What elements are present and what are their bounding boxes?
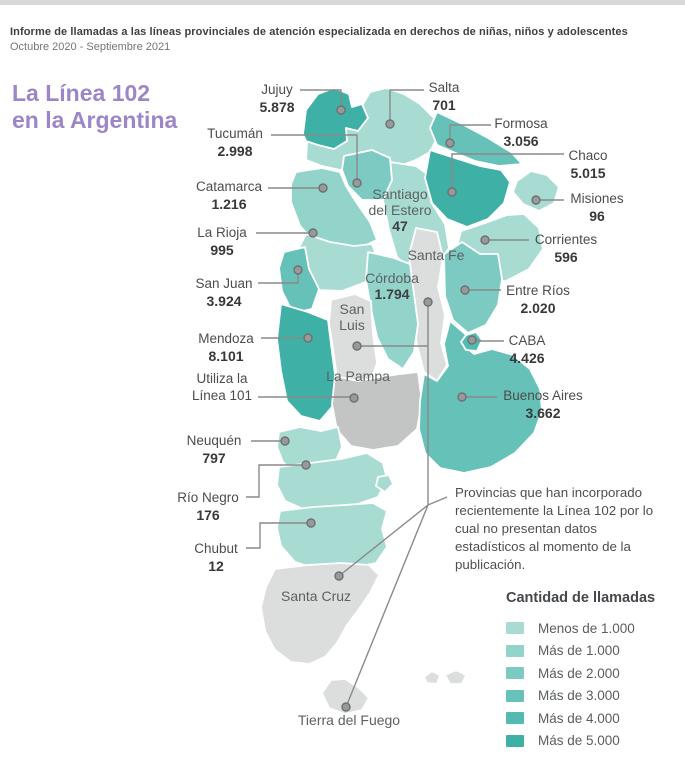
region-misiones bbox=[512, 170, 560, 212]
legend-item-lt1000: Menos de 1.000 bbox=[506, 617, 655, 640]
dot-chaco bbox=[447, 187, 457, 197]
dot-jujuy bbox=[336, 105, 346, 115]
leader-note-tierra-del-fuego bbox=[345, 504, 429, 708]
legend-label-gt4000: Más de 4.000 bbox=[538, 710, 620, 726]
top-strip bbox=[0, 0, 685, 5]
legend-title: Cantidad de llamadas bbox=[506, 590, 656, 606]
dot-chubut bbox=[306, 518, 316, 528]
report-title: Informe de llamadas a las líneas provinc… bbox=[10, 26, 628, 38]
dot-mendoza bbox=[303, 333, 313, 343]
region-la-pampa bbox=[331, 371, 423, 451]
leader-chubut bbox=[246, 522, 311, 549]
legend-item-gt2000: Más de 2.000 bbox=[506, 662, 655, 685]
dot-buenos-aires bbox=[457, 392, 467, 402]
legend: Cantidad de llamadas Menos de 1.000 Más d… bbox=[506, 590, 655, 752]
leader-note-santa-cruz bbox=[338, 504, 429, 577]
dot-caba bbox=[467, 335, 477, 345]
dot-note-santa-cruz bbox=[334, 571, 344, 581]
region-santa-cruz bbox=[260, 562, 380, 665]
region-chaco bbox=[424, 149, 511, 228]
leader-dots bbox=[280, 105, 541, 712]
dot-misiones bbox=[531, 195, 541, 205]
region-san-juan bbox=[278, 246, 320, 314]
legend-swatch-gt5000 bbox=[506, 734, 524, 747]
legend-label-gt3000: Más de 3.000 bbox=[538, 688, 620, 704]
region-mendoza bbox=[276, 303, 337, 422]
legend-swatch-gt4000 bbox=[506, 712, 524, 725]
dot-rio-negro bbox=[301, 460, 311, 470]
dot-note-main bbox=[423, 297, 433, 307]
dot-neuquen bbox=[280, 436, 290, 446]
region-chubut bbox=[276, 474, 394, 570]
dot-san-juan bbox=[293, 265, 303, 275]
legend-label-gt5000: Más de 5.000 bbox=[538, 733, 620, 749]
legend-swatch-gt3000 bbox=[506, 689, 524, 702]
leader-tucuman bbox=[271, 134, 358, 183]
region-san-luis bbox=[328, 293, 378, 388]
region-jujuy bbox=[302, 87, 369, 150]
dot-note-tierra-del-fuego bbox=[341, 702, 351, 712]
dot-formosa bbox=[445, 138, 455, 148]
legend-label-gt2000: Más de 2.000 bbox=[538, 665, 620, 681]
region-tucuman bbox=[341, 149, 393, 201]
legend-swatch-lt1000 bbox=[506, 622, 524, 635]
dot-san-luis bbox=[352, 341, 362, 351]
legend-item-gt1000: Más de 1.000 bbox=[506, 640, 655, 663]
page-title: La Línea 102 en la Argentina bbox=[12, 80, 177, 134]
legend-item-gt4000: Más de 4.000 bbox=[506, 707, 655, 730]
leader-rio-negro bbox=[246, 464, 306, 498]
dot-catamarca bbox=[318, 183, 328, 193]
leader-salta bbox=[389, 89, 424, 124]
region-tierra-del-fuego bbox=[321, 678, 370, 715]
dot-la-rioja bbox=[308, 228, 318, 238]
legend-swatch-gt1000 bbox=[506, 644, 524, 657]
dot-salta bbox=[385, 119, 395, 129]
region-entre-rios bbox=[443, 241, 503, 334]
legend-label-lt1000: Menos de 1.000 bbox=[538, 620, 635, 636]
region-islas-malvinas bbox=[423, 669, 467, 685]
page-title-line2: en la Argentina bbox=[12, 107, 178, 133]
leader-lines bbox=[246, 89, 564, 708]
report-period: Octubre 2020 - Septiembre 2021 bbox=[10, 41, 171, 53]
no-data-note: Provincias que han incorporado recientem… bbox=[455, 485, 654, 572]
leader-formosa bbox=[449, 124, 491, 143]
page-title-line1: La Línea 102 bbox=[12, 80, 151, 106]
report-header: Informe de llamadas a las líneas provinc… bbox=[10, 26, 650, 53]
leader-chaco bbox=[451, 153, 564, 192]
dot-corrientes bbox=[480, 235, 490, 245]
dot-entre-rios bbox=[460, 285, 470, 295]
legend-item-gt3000: Más de 3.000 bbox=[506, 685, 655, 708]
leader-jujuy bbox=[300, 89, 342, 110]
dot-linea-101 bbox=[349, 393, 359, 403]
legend-item-gt5000: Más de 5.000 bbox=[506, 730, 655, 753]
legend-swatch-gt2000 bbox=[506, 667, 524, 680]
legend-label-gt1000: Más de 1.000 bbox=[538, 643, 620, 659]
dot-tucuman bbox=[352, 178, 362, 188]
